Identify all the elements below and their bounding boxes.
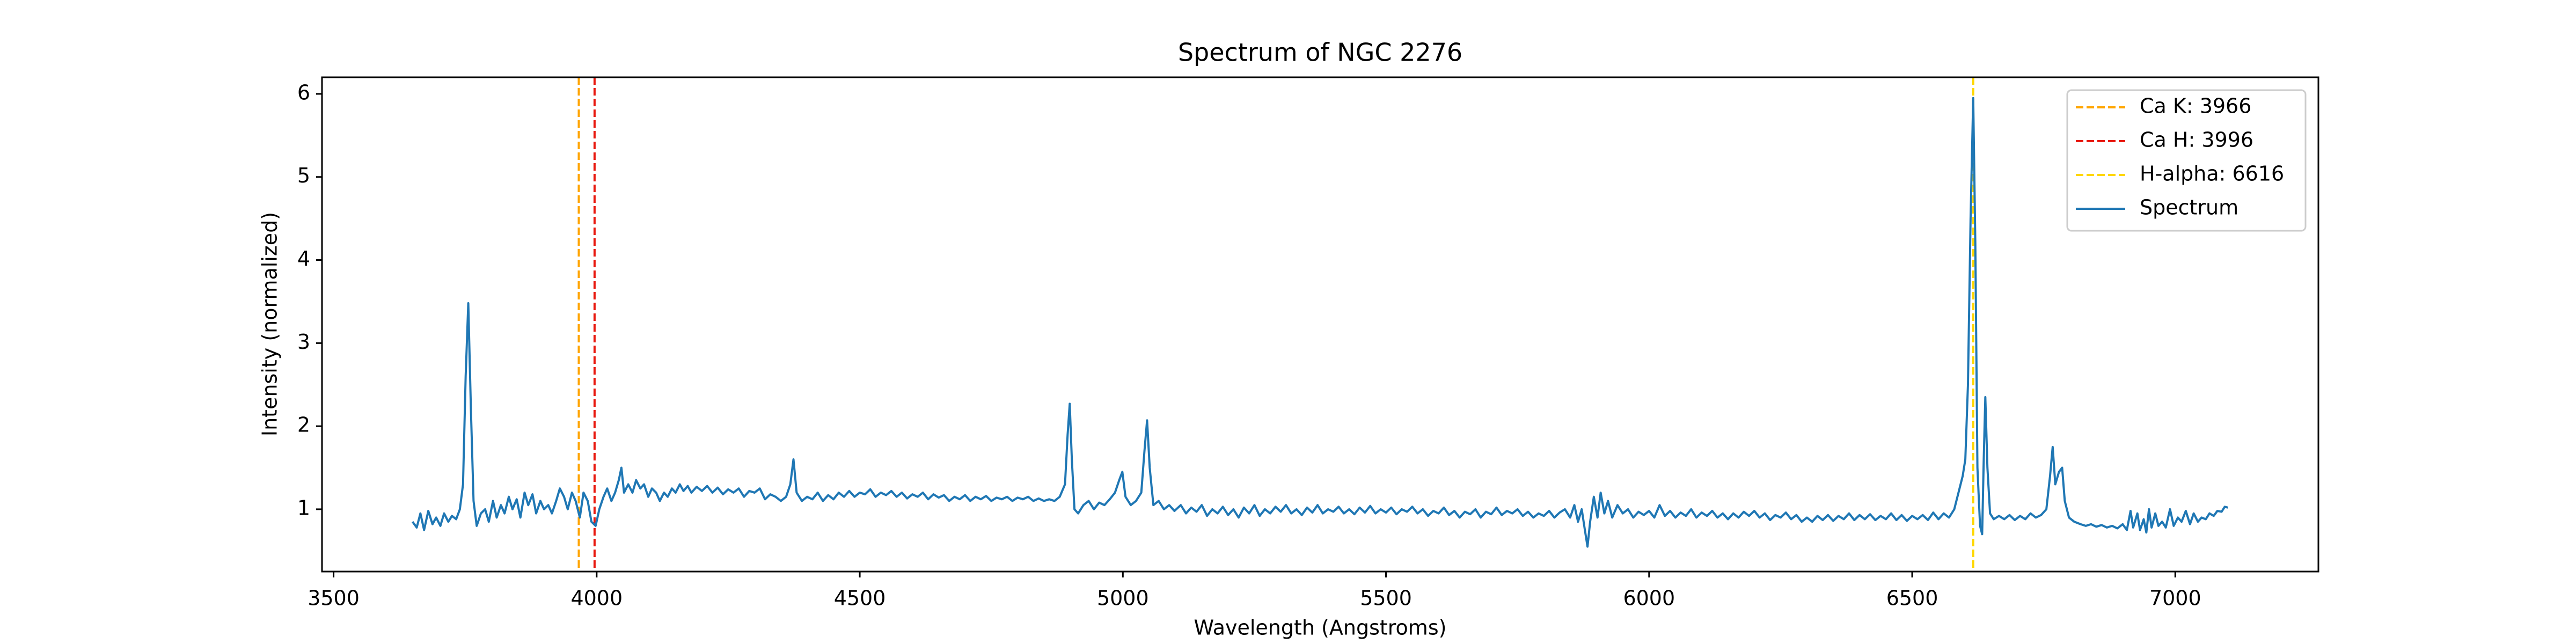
x-tick-label: 6000 [1623,587,1675,610]
x-tick-label: 4000 [570,587,623,610]
y-tick-label: 2 [297,413,310,437]
x-tick-label: 4500 [834,587,886,610]
y-tick-label: 6 [297,80,310,104]
plot-frame [321,76,2319,573]
x-tick-label: 5000 [1097,587,1149,610]
y-tick-label: 4 [297,247,310,270]
y-tick-label: 5 [297,164,310,187]
chart-title: Spectrum of NGC 2276 [1178,38,1462,67]
y-axis-label: Intensity (normalized) [258,212,282,436]
legend-label: Ca K: 3966 [2140,94,2251,118]
y-tick-label: 1 [297,496,310,519]
legend-label: Ca H: 3996 [2140,128,2253,152]
legend-label: Spectrum [2140,196,2238,219]
x-tick-label: 5500 [1360,587,1412,610]
spectrum-line [412,97,2228,548]
x-tick-label: 7000 [2149,587,2201,610]
x-tick-label: 6500 [1886,587,1938,610]
legend-label: H-alpha: 6616 [2140,162,2284,186]
x-axis-label: Wavelength (Angstroms) [1194,616,1447,640]
y-tick-label: 3 [297,330,310,354]
legend-box [2066,89,2307,232]
x-tick-label: 3500 [308,587,360,610]
